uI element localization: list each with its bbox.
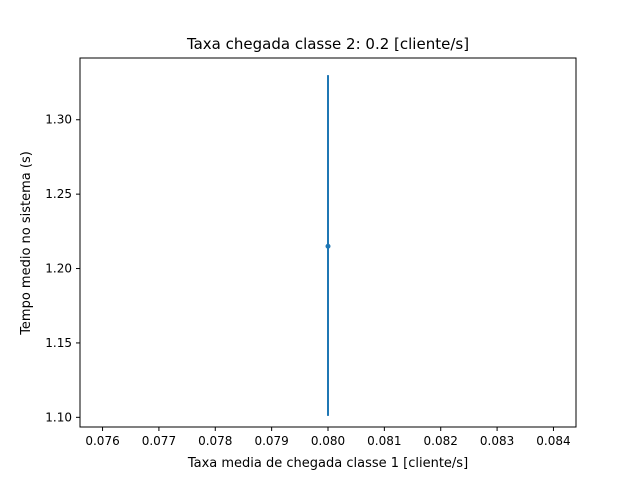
chart-title: Taxa chegada classe 2: 0.2 [cliente/s] bbox=[186, 35, 469, 53]
data-point bbox=[325, 243, 331, 249]
y-tick-label: 1.30 bbox=[45, 113, 72, 127]
y-axis: 1.10 1.15 1.20 1.25 1.30 bbox=[45, 113, 80, 424]
y-tick-label: 1.10 bbox=[45, 410, 72, 424]
x-axis-label: Taxa media de chegada classe 1 [cliente/… bbox=[187, 456, 468, 471]
series-layer bbox=[325, 75, 331, 416]
y-tick-label: 1.15 bbox=[45, 336, 72, 350]
y-tick-label: 1.20 bbox=[45, 262, 72, 276]
x-tick-label: 0.080 bbox=[311, 434, 345, 448]
x-tick-label: 0.077 bbox=[142, 434, 176, 448]
x-tick-label: 0.084 bbox=[536, 434, 570, 448]
x-tick-label: 0.082 bbox=[424, 434, 458, 448]
y-tick-label: 1.25 bbox=[45, 187, 72, 201]
y-axis-label: Tempo medio no sistema (s) bbox=[19, 151, 34, 336]
x-tick-label: 0.083 bbox=[480, 434, 514, 448]
x-tick-label: 0.078 bbox=[198, 434, 232, 448]
x-tick-label: 0.081 bbox=[367, 434, 401, 448]
x-tick-label: 0.076 bbox=[85, 434, 119, 448]
x-tick-label: 0.079 bbox=[254, 434, 288, 448]
x-axis: 0.076 0.077 0.078 0.079 0.080 0.081 0.082 0.083… bbox=[85, 427, 571, 448]
